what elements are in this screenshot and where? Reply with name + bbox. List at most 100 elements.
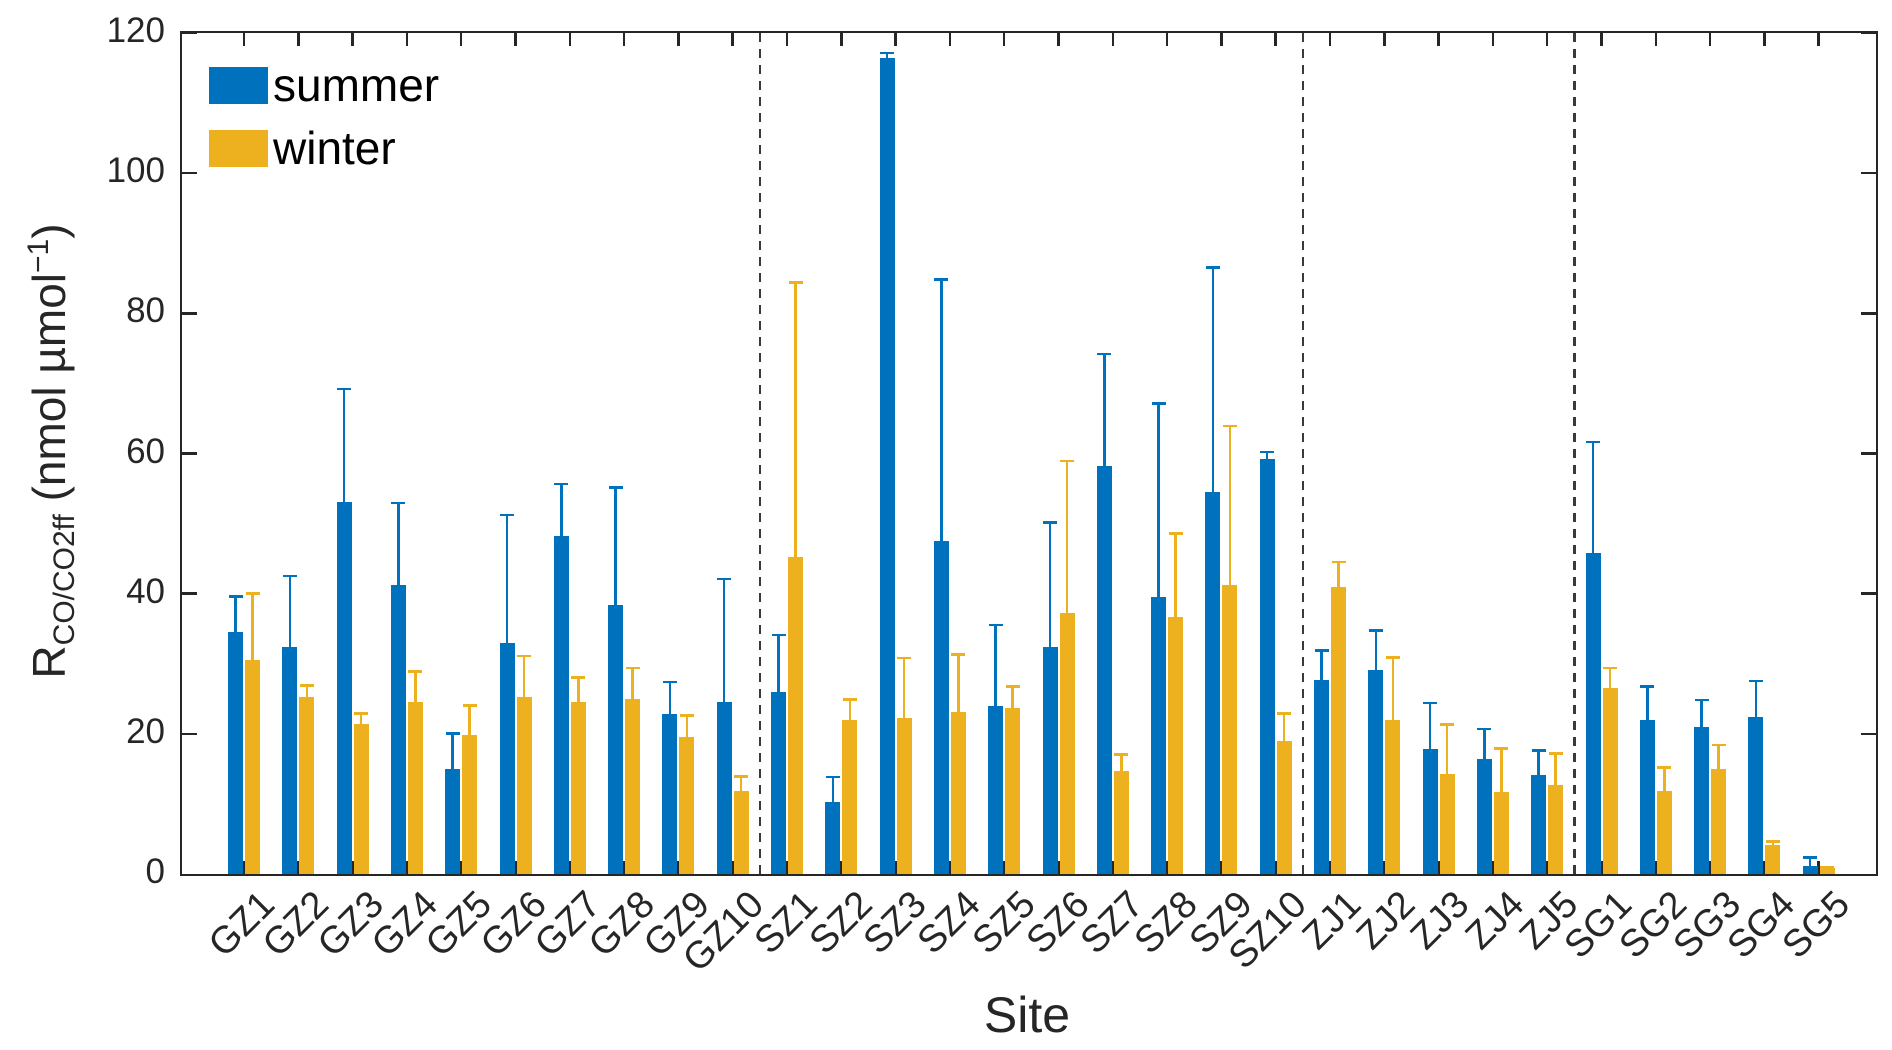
x-axis-label: Site [983, 987, 1071, 1043]
error-bar-winter-GZ6 [522, 654, 526, 697]
error-bar-summer-GZ5 [451, 732, 454, 769]
x-tick-bottom [1817, 861, 1820, 874]
error-bar-summer-GZ8 [614, 486, 617, 605]
bar-summer-SZ2 [825, 801, 841, 874]
error-bar-winter-ZJ3 [1445, 723, 1449, 774]
bar-summer-ZJ3 [1422, 749, 1438, 874]
x-tick-top [242, 33, 246, 46]
x-tick-top [1491, 33, 1495, 46]
bar-summer-ZJ1 [1314, 679, 1329, 874]
bar-winter-GZ5 [462, 735, 478, 874]
error-bar-summer-GZ7 [560, 482, 563, 537]
bar-winter-ZJ5 [1548, 785, 1564, 874]
bar-summer-SZ4 [933, 541, 949, 874]
x-tick-top [1220, 33, 1223, 46]
error-cap-summer-GZ10 [717, 577, 732, 581]
x-tick-bottom [1763, 861, 1766, 874]
x-tick-bottom [1274, 861, 1277, 874]
bar-summer-SZ1 [771, 692, 786, 874]
error-cap-winter-SZ5 [1005, 685, 1020, 688]
x-tick-bottom [1708, 861, 1712, 874]
x-tick-top [351, 33, 354, 46]
bar-summer-GZ4 [390, 584, 406, 874]
bar-summer-SG1 [1585, 553, 1601, 874]
x-tick-bottom [1165, 861, 1169, 874]
bar-summer-GZ3 [336, 501, 352, 874]
error-bar-summer-ZJ4 [1483, 727, 1486, 760]
error-cap-winter-GZ1 [245, 592, 260, 595]
error-bar-summer-GZ1 [234, 595, 237, 633]
bar-winter-ZJ3 [1439, 773, 1455, 874]
error-cap-summer-GZ7 [554, 482, 569, 486]
y-tick-right [1861, 732, 1876, 736]
bar-winter-GZ10 [733, 791, 749, 874]
error-bar-summer-SZ4 [940, 278, 943, 542]
bar-summer-SZ8 [1151, 597, 1167, 874]
legend-swatch-summer [209, 66, 268, 104]
error-cap-winter-GZ2 [299, 684, 314, 687]
y-axis-label-superscript: −1 [22, 238, 55, 273]
bar-summer-SG3 [1694, 726, 1710, 874]
error-cap-winter-SZ2 [842, 698, 857, 701]
x-tick-top [297, 33, 300, 46]
error-bar-summer-SG3 [1700, 698, 1703, 727]
bar-summer-GZ10 [716, 702, 732, 874]
bar-winter-SZ10 [1276, 740, 1292, 874]
error-cap-summer-ZJ5 [1531, 749, 1546, 752]
error-bar-winter-SZ9 [1228, 424, 1232, 586]
error-bar-summer-GZ3 [342, 387, 346, 502]
error-cap-winter-SZ8 [1168, 532, 1183, 535]
x-tick-bottom [677, 861, 680, 874]
error-bar-summer-ZJ1 [1320, 649, 1323, 680]
bar-summer-GZ8 [608, 604, 624, 874]
legend: summer winter [209, 62, 439, 188]
bar-winter-SZ6 [1059, 613, 1075, 874]
error-cap-winter-SG4 [1765, 840, 1780, 843]
error-bar-winter-GZ5 [468, 704, 471, 736]
error-bar-winter-GZ3 [359, 712, 363, 725]
y-tick-right [1861, 592, 1876, 595]
error-bar-summer-GZ9 [668, 680, 672, 715]
error-cap-summer-GZ5 [445, 732, 460, 735]
error-cap-summer-ZJ2 [1368, 629, 1383, 632]
bar-winter-SZ3 [896, 717, 912, 874]
x-tick-top [1708, 33, 1712, 46]
x-tick-top [1654, 33, 1658, 46]
error-cap-winter-SZ7 [1114, 753, 1129, 756]
bar-summer-GZ2 [282, 646, 298, 874]
bar-summer-SZ6 [1042, 646, 1058, 874]
error-bar-winter-SZ8 [1174, 532, 1177, 617]
bar-winter-SZ9 [1222, 585, 1238, 874]
x-tick-top [731, 33, 734, 46]
x-tick-bottom [1383, 861, 1386, 874]
bar-summer-SG4 [1748, 717, 1764, 874]
legend-entry-summer: summer [209, 62, 439, 108]
x-tick-top [1437, 33, 1440, 46]
x-tick-bottom [1111, 861, 1115, 874]
error-bar-summer-GZ2 [288, 574, 292, 647]
error-bar-summer-SG5 [1808, 856, 1812, 866]
error-cap-winter-GZ8 [625, 666, 640, 670]
error-bar-summer-SZ9 [1211, 266, 1215, 493]
plot-area [180, 31, 1878, 876]
error-bar-winter-SZ4 [957, 653, 960, 713]
region-separator-dashed-line [1301, 33, 1305, 874]
bar-winter-GZ6 [516, 696, 532, 874]
error-cap-winter-SZ9 [1222, 424, 1237, 428]
error-bar-winter-ZJ5 [1554, 752, 1557, 785]
x-tick-bottom [948, 861, 952, 874]
y-tick-label: 40 [126, 571, 165, 611]
error-cap-winter-ZJ5 [1548, 752, 1563, 755]
error-bar-winter-SZ5 [1011, 685, 1014, 708]
error-cap-winter-SG3 [1711, 743, 1726, 747]
y-tick-label: 60 [126, 431, 165, 471]
y-tick-right [1861, 171, 1876, 175]
error-bar-winter-GZ1 [251, 592, 254, 661]
bar-summer-SG2 [1639, 719, 1655, 874]
error-cap-summer-GZ9 [662, 680, 677, 684]
error-cap-summer-SG1 [1586, 440, 1600, 444]
y-tick-right [1861, 312, 1876, 315]
x-tick-bottom [1002, 861, 1006, 874]
y-tick-left [182, 171, 197, 175]
error-cap-winter-SG1 [1603, 666, 1617, 670]
